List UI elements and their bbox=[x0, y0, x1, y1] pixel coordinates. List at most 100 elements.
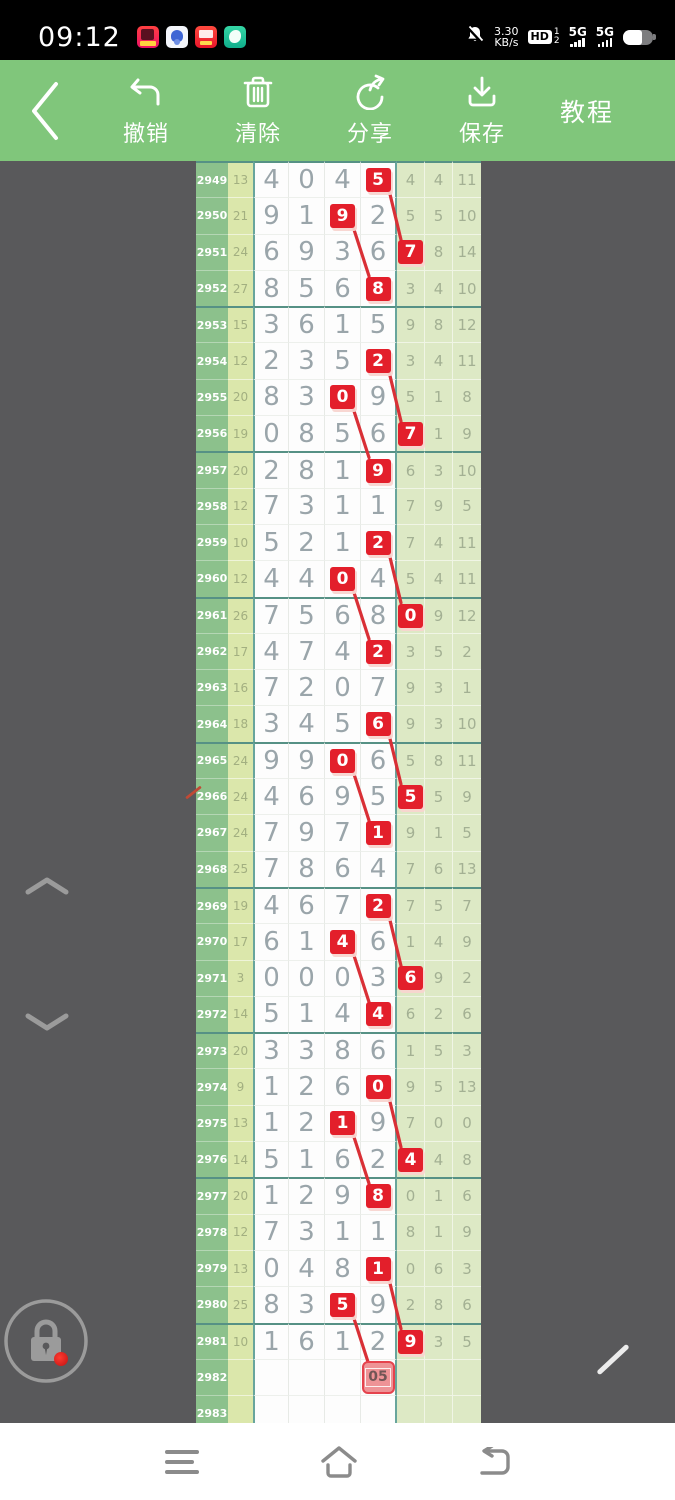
stat-cell[interactable]: 0 bbox=[397, 1249, 425, 1287]
stat-cell[interactable]: 5 bbox=[397, 197, 425, 234]
sum-cell[interactable]: 3 bbox=[228, 959, 253, 996]
stat-cell[interactable]: 9 bbox=[425, 487, 453, 524]
digit-cell[interactable]: 2 bbox=[361, 1322, 397, 1359]
digit-cell[interactable]: 8 bbox=[361, 596, 397, 633]
sum-cell[interactable]: 12 bbox=[228, 342, 253, 379]
digit-cell[interactable]: 8 bbox=[253, 269, 289, 307]
digit-cell[interactable]: 5 bbox=[253, 995, 289, 1033]
nav-home-button[interactable] bbox=[319, 1442, 359, 1482]
digit-cell[interactable]: 5 bbox=[325, 415, 361, 452]
digit-cell[interactable]: 7 bbox=[253, 814, 289, 851]
digit-cell[interactable]: 0 bbox=[325, 741, 361, 779]
issue-number-cell[interactable]: 2956 bbox=[196, 415, 228, 452]
stat-cell[interactable]: 9 bbox=[397, 1068, 425, 1105]
stat-cell[interactable]: 8 bbox=[425, 1286, 453, 1323]
digit-cell[interactable]: 7 bbox=[325, 886, 361, 924]
digit-cell[interactable]: 6 bbox=[325, 1141, 361, 1178]
issue-number-cell[interactable]: 2965 bbox=[196, 741, 228, 779]
stat-cell[interactable]: 4 bbox=[425, 1141, 453, 1178]
digit-cell[interactable]: 4 bbox=[361, 850, 397, 887]
red-marked-stat[interactable]: 0 bbox=[398, 603, 423, 628]
stat-cell[interactable]: 14 bbox=[453, 233, 481, 270]
digit-cell[interactable]: 4 bbox=[289, 560, 325, 597]
sum-cell[interactable]: 24 bbox=[228, 778, 253, 815]
stat-cell[interactable]: 8 bbox=[425, 233, 453, 270]
digit-cell[interactable]: 6 bbox=[325, 1068, 361, 1105]
stat-cell[interactable]: 9 bbox=[425, 596, 453, 633]
stat-cell[interactable]: 1 bbox=[425, 1213, 453, 1250]
digit-cell[interactable]: 8 bbox=[289, 415, 325, 452]
digit-cell[interactable]: 0 bbox=[253, 415, 289, 452]
stat-cell[interactable]: 7 bbox=[397, 415, 425, 452]
issue-number-cell[interactable]: 2957 bbox=[196, 451, 228, 488]
digit-cell[interactable]: 6 bbox=[361, 415, 397, 452]
digit-cell[interactable]: 2 bbox=[289, 669, 325, 706]
stat-cell[interactable]: 9 bbox=[453, 415, 481, 452]
stat-cell[interactable] bbox=[397, 1358, 425, 1396]
sum-cell[interactable]: 14 bbox=[228, 1141, 253, 1178]
digit-cell[interactable]: 2 bbox=[289, 523, 325, 561]
stat-cell[interactable]: 10 bbox=[453, 451, 481, 488]
issue-number-cell[interactable]: 2977 bbox=[196, 1177, 228, 1214]
stat-cell[interactable]: 7 bbox=[453, 886, 481, 924]
digit-cell[interactable]: 8 bbox=[289, 850, 325, 887]
digit-cell[interactable]: 8 bbox=[325, 1249, 361, 1287]
digit-cell[interactable]: 0 bbox=[289, 959, 325, 996]
issue-number-cell[interactable]: 2972 bbox=[196, 995, 228, 1033]
digit-cell[interactable]: 7 bbox=[253, 1213, 289, 1250]
save-button[interactable]: 保存 bbox=[426, 74, 538, 148]
digit-cell[interactable]: 9 bbox=[361, 1286, 397, 1323]
digit-cell[interactable]: 7 bbox=[325, 814, 361, 851]
stat-cell[interactable]: 12 bbox=[453, 306, 481, 343]
red-marked-digit[interactable]: 4 bbox=[365, 1002, 391, 1027]
stat-cell[interactable]: 1 bbox=[425, 415, 453, 452]
sum-cell[interactable]: 18 bbox=[228, 705, 253, 742]
stat-cell[interactable]: 13 bbox=[453, 850, 481, 887]
stat-cell[interactable]: 7 bbox=[397, 886, 425, 924]
stat-cell[interactable]: 4 bbox=[425, 923, 453, 960]
stat-cell[interactable]: 4 bbox=[425, 342, 453, 379]
nav-menu-button[interactable] bbox=[162, 1442, 202, 1482]
stat-cell[interactable]: 6 bbox=[397, 451, 425, 488]
stat-cell[interactable]: 8 bbox=[453, 378, 481, 416]
stat-cell[interactable]: 1 bbox=[425, 378, 453, 416]
digit-cell[interactable]: 4 bbox=[325, 923, 361, 960]
stat-cell[interactable]: 10 bbox=[453, 269, 481, 307]
stat-cell[interactable]: 4 bbox=[425, 269, 453, 307]
stat-cell[interactable]: 3 bbox=[425, 669, 453, 706]
digit-cell[interactable] bbox=[289, 1358, 325, 1396]
digit-cell[interactable] bbox=[325, 1395, 361, 1423]
digit-cell[interactable]: 0 bbox=[325, 378, 361, 416]
issue-number-cell[interactable]: 2975 bbox=[196, 1104, 228, 1142]
digit-cell[interactable]: 4 bbox=[325, 632, 361, 670]
digit-cell[interactable]: 6 bbox=[361, 923, 397, 960]
digit-cell[interactable]: 2 bbox=[289, 1104, 325, 1142]
digit-cell[interactable]: 8 bbox=[361, 1177, 397, 1214]
stat-cell[interactable]: 6 bbox=[397, 995, 425, 1033]
sum-cell[interactable]: 25 bbox=[228, 850, 253, 887]
sum-cell[interactable]: 9 bbox=[228, 1068, 253, 1105]
digit-cell[interactable]: 1 bbox=[253, 1322, 289, 1359]
digit-cell[interactable]: 1 bbox=[253, 1104, 289, 1142]
sum-cell[interactable]: 27 bbox=[228, 269, 253, 307]
digit-cell[interactable]: 9 bbox=[253, 197, 289, 234]
sum-cell[interactable]: 14 bbox=[228, 995, 253, 1033]
pen-tool-stroke[interactable] bbox=[596, 1343, 630, 1376]
issue-number-cell[interactable]: 2973 bbox=[196, 1032, 228, 1069]
sum-cell[interactable]: 15 bbox=[228, 306, 253, 343]
digit-cell[interactable]: 4 bbox=[253, 632, 289, 670]
stat-cell[interactable]: 11 bbox=[453, 342, 481, 379]
digit-cell[interactable]: 3 bbox=[289, 342, 325, 379]
digit-cell[interactable]: 3 bbox=[325, 233, 361, 270]
digit-cell[interactable]: 1 bbox=[289, 995, 325, 1033]
stat-cell[interactable]: 6 bbox=[453, 995, 481, 1033]
issue-number-cell[interactable]: 2961 bbox=[196, 596, 228, 633]
stat-cell[interactable]: 11 bbox=[453, 560, 481, 597]
digit-cell[interactable]: 6 bbox=[325, 596, 361, 633]
stat-cell[interactable]: 1 bbox=[425, 814, 453, 851]
issue-number-cell[interactable]: 2981 bbox=[196, 1322, 228, 1359]
stat-cell[interactable]: 6 bbox=[453, 1177, 481, 1214]
sum-cell[interactable]: 19 bbox=[228, 415, 253, 452]
stat-cell[interactable]: 3 bbox=[453, 1032, 481, 1069]
digit-cell[interactable]: 4 bbox=[253, 886, 289, 924]
